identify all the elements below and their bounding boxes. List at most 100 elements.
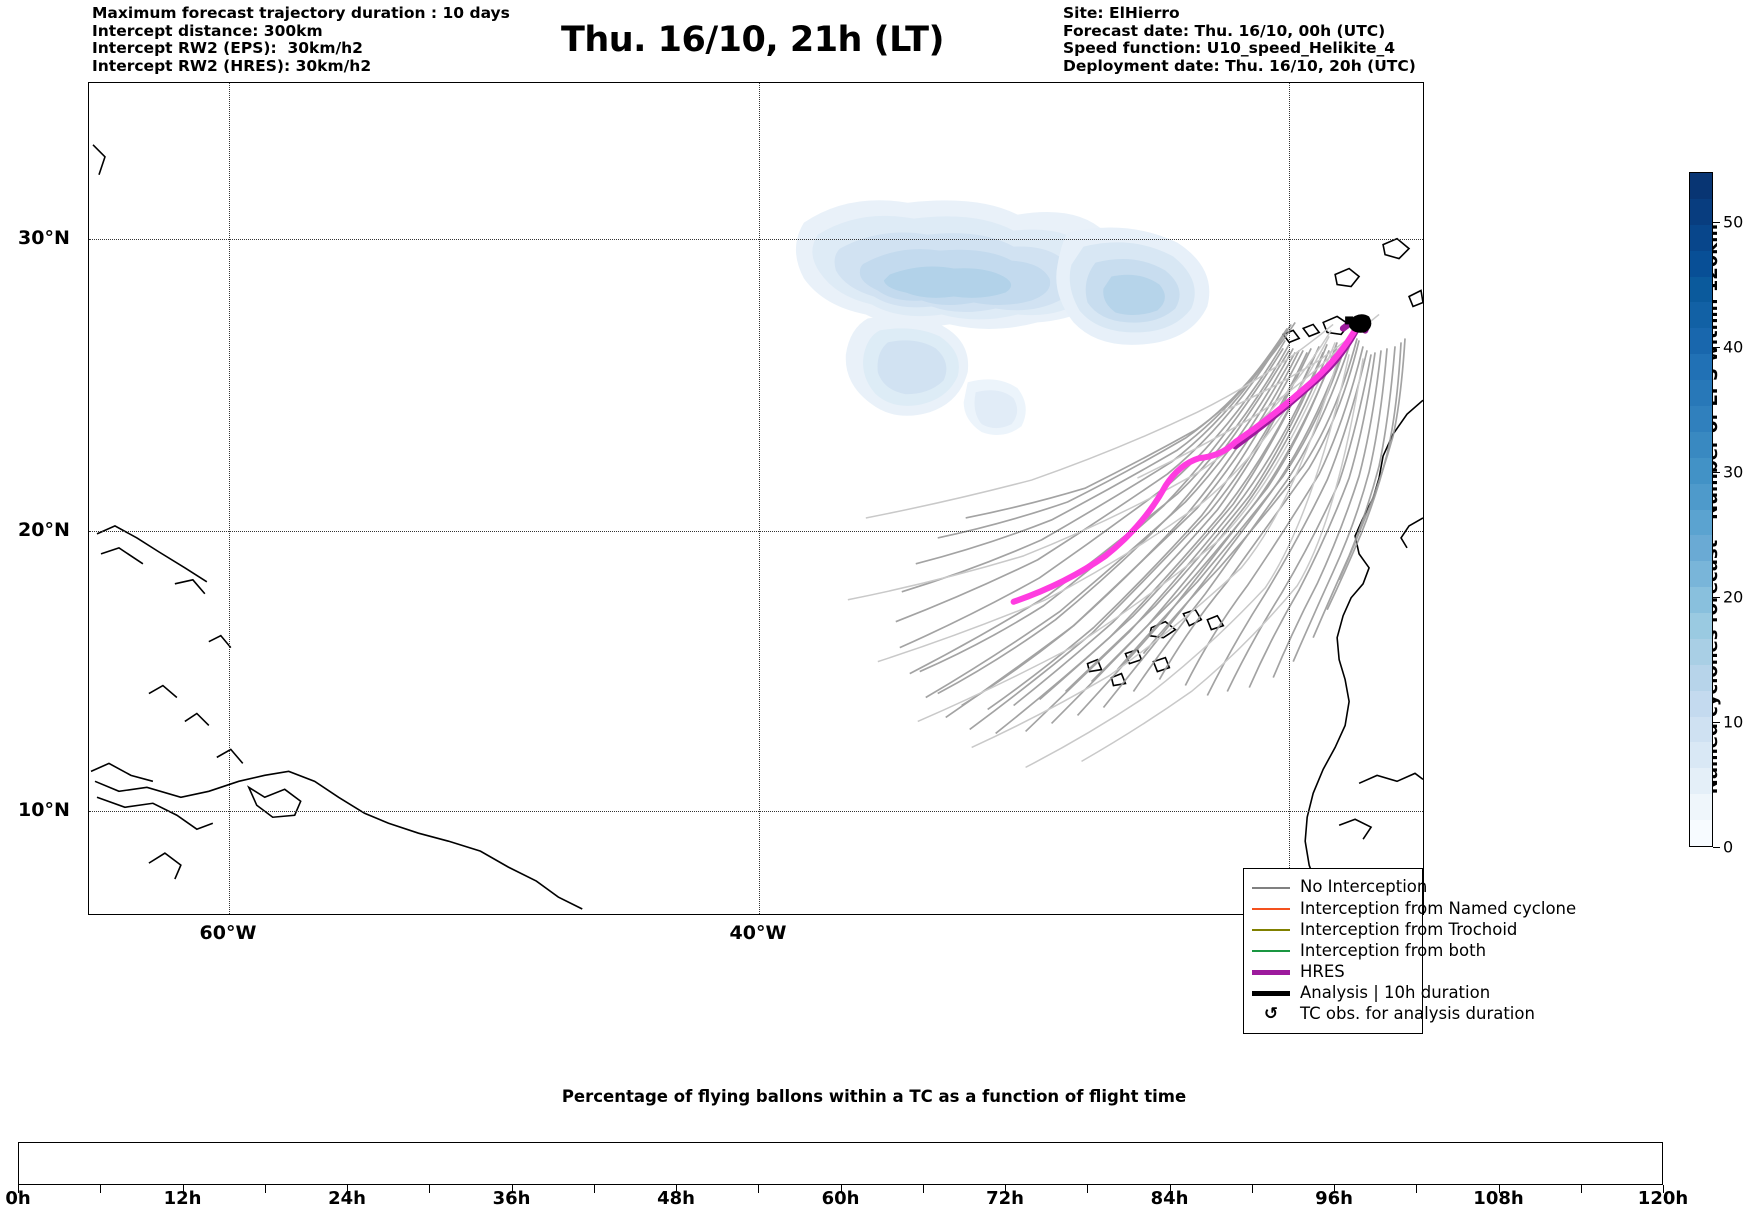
colorbar-segment-1 [1690, 794, 1712, 821]
colorbar-segment-12 [1690, 509, 1712, 536]
flight-time-minor-tick [18, 1185, 19, 1193]
colorbar-tick-3 [1713, 472, 1720, 473]
flight-time-minor-tick [100, 1185, 102, 1193]
flight-time-minor-tick [1416, 1185, 1418, 1193]
colorbar-segment-0 [1690, 820, 1712, 846]
legend-item-6[interactable]: ↺ TC obs. for analysis duration [1252, 1004, 1535, 1025]
flight-time-tick-label-8: 96h [1315, 1188, 1353, 1209]
flight-time-minor-tick [758, 1185, 760, 1193]
gridline-horizontal-2 [89, 811, 1423, 812]
header-right-block: Site: ElHierro Forecast date: Thu. 16/10,… [1063, 4, 1416, 75]
colorbar-segment-5 [1690, 690, 1712, 717]
map-legend[interactable]: No Interception Interception from Named c… [1243, 868, 1576, 1035]
flight-time-tick-label-2: 24h [328, 1188, 366, 1209]
colorbar-tick-label-4: 40 [1723, 337, 1744, 357]
legend-item-4[interactable]: HRES [1252, 962, 1412, 983]
legend-item-label: HRES [1300, 962, 1345, 982]
flight-time-minor-tick [676, 1185, 677, 1193]
legend-line-swatch [1252, 991, 1290, 997]
flight-time-minor-tick [1663, 1185, 1664, 1193]
gridline-horizontal-0 [89, 239, 1423, 240]
colorbar-tick-0 [1713, 847, 1720, 848]
header-right-line-0: Site: ElHierro [1063, 4, 1180, 22]
x-tick-label-1: 40°W [729, 922, 787, 944]
colorbar-segment-10 [1690, 561, 1712, 588]
colorbar-segment-7 [1690, 638, 1712, 665]
legend-item-label: Interception from both [1300, 940, 1487, 960]
legend-line-swatch [1252, 950, 1290, 953]
colorbar-segment-2 [1690, 768, 1712, 795]
flight-time-tick-label-0: 0h [5, 1188, 31, 1209]
eps-trajectories [895, 321, 1406, 735]
legend-line-swatch [1252, 907, 1290, 910]
flight-time-tick-label-7: 84h [1150, 1188, 1189, 1209]
colorbar-segment-24 [1690, 198, 1712, 225]
colorbar-segment-23 [1690, 224, 1712, 251]
flight-time-tick-label-10: 120h [1637, 1188, 1689, 1209]
flight-time-tick-label-1: 12h [163, 1188, 202, 1209]
y-tick-label-0: 30°N [18, 227, 70, 249]
header-left-line-0: Maximum forecast trajectory duration : 1… [92, 4, 510, 22]
colorbar-segment-11 [1690, 535, 1712, 562]
colorbar-segment-9 [1690, 587, 1712, 614]
flight-time-minor-tick [1498, 1185, 1500, 1193]
flight-time-tick-label-6: 72h [986, 1188, 1024, 1209]
legend-item-2[interactable]: Interception from Trochoid [1252, 919, 1517, 940]
flight-time-minor-tick [1251, 1185, 1253, 1193]
flight-time-tick-label-4: 48h [657, 1188, 695, 1209]
cyclone-icon: ↺ [1263, 1004, 1279, 1025]
colorbar[interactable]: 0 10 20 30 40 50 [1689, 172, 1743, 857]
header-right-line-3: Deployment date: Thu. 16/10, 20h (UTC) [1063, 56, 1416, 75]
flight-time-minor-tick [840, 1185, 842, 1193]
y-tick-label-2: 10°N [18, 799, 70, 821]
header-left-line-2: Intercept RW2 (EPS): 30km/h2 [92, 39, 363, 57]
colorbar-segment-16 [1690, 405, 1712, 432]
flight-time-minor-tick [922, 1185, 924, 1193]
colorbar-segment-15 [1690, 431, 1712, 458]
legend-item-3[interactable]: Interception from both [1252, 941, 1486, 962]
colorbar-tick-label-5: 50 [1723, 212, 1744, 232]
cyclone-density-field [795, 200, 1210, 436]
flight-time-minor-tick [182, 1185, 184, 1193]
flight-time-minor-tick [264, 1185, 266, 1193]
header-right-line-1: Forecast date: Thu. 16/10, 00h (UTC) [1063, 21, 1386, 40]
colorbar-segment-22 [1690, 250, 1712, 277]
header-left-line-1: Intercept distance: 300km [92, 21, 323, 40]
legend-line-swatch [1252, 928, 1290, 931]
gridline-vertical-1 [759, 83, 760, 914]
colorbar-gradient [1689, 172, 1713, 847]
colorbar-tick-label-1: 10 [1723, 712, 1744, 732]
flight-time-bar[interactable] [18, 1142, 1664, 1193]
colorbar-tick-2 [1713, 597, 1720, 598]
gridline-vertical-0 [229, 83, 230, 914]
page-title: Thu. 16/10, 21h (LT) [560, 20, 945, 60]
tc-observation-marker [1349, 314, 1372, 333]
legend-item-label: TC obs. for analysis duration [1300, 1004, 1535, 1024]
colorbar-segment-4 [1690, 716, 1712, 743]
map-axes[interactable] [88, 82, 1424, 915]
gridline-vertical-2 [1289, 83, 1290, 914]
y-tick-label-1: 20°N [18, 519, 70, 541]
legend-item-label: Interception from Trochoid [1300, 919, 1518, 939]
flight-time-minor-tick [429, 1185, 431, 1193]
flight-time-minor-tick [511, 1185, 513, 1193]
bottom-bar-title: Percentage of flying ballons within a TC… [561, 1087, 1187, 1106]
eps-trajectories-light [847, 313, 1380, 769]
legend-item-0[interactable]: No Interception [1252, 877, 1427, 898]
flight-time-minor-tick [347, 1185, 348, 1193]
header-right-line-2: Speed function: U10_speed_Helikite_4 [1063, 39, 1396, 57]
legend-item-5[interactable]: Analysis | 10h duration [1252, 983, 1490, 1004]
colorbar-tick-label-3: 30 [1723, 462, 1744, 482]
colorbar-tick-5 [1713, 222, 1720, 223]
colorbar-segment-6 [1690, 664, 1712, 691]
legend-item-1[interactable]: Interception from Named cyclone [1252, 898, 1576, 919]
flight-time-bar-frame [18, 1142, 1663, 1185]
colorbar-segment-21 [1690, 276, 1712, 303]
x-tick-label-0: 60°W [199, 922, 257, 944]
flight-time-minor-tick [1005, 1185, 1006, 1193]
flight-time-minor-tick [1580, 1185, 1582, 1193]
flight-time-minor-tick [1169, 1185, 1171, 1193]
colorbar-segment-19 [1690, 328, 1712, 355]
legend-item-label: Interception from Named cyclone [1300, 898, 1577, 918]
map-canvas [90, 144, 1423, 910]
